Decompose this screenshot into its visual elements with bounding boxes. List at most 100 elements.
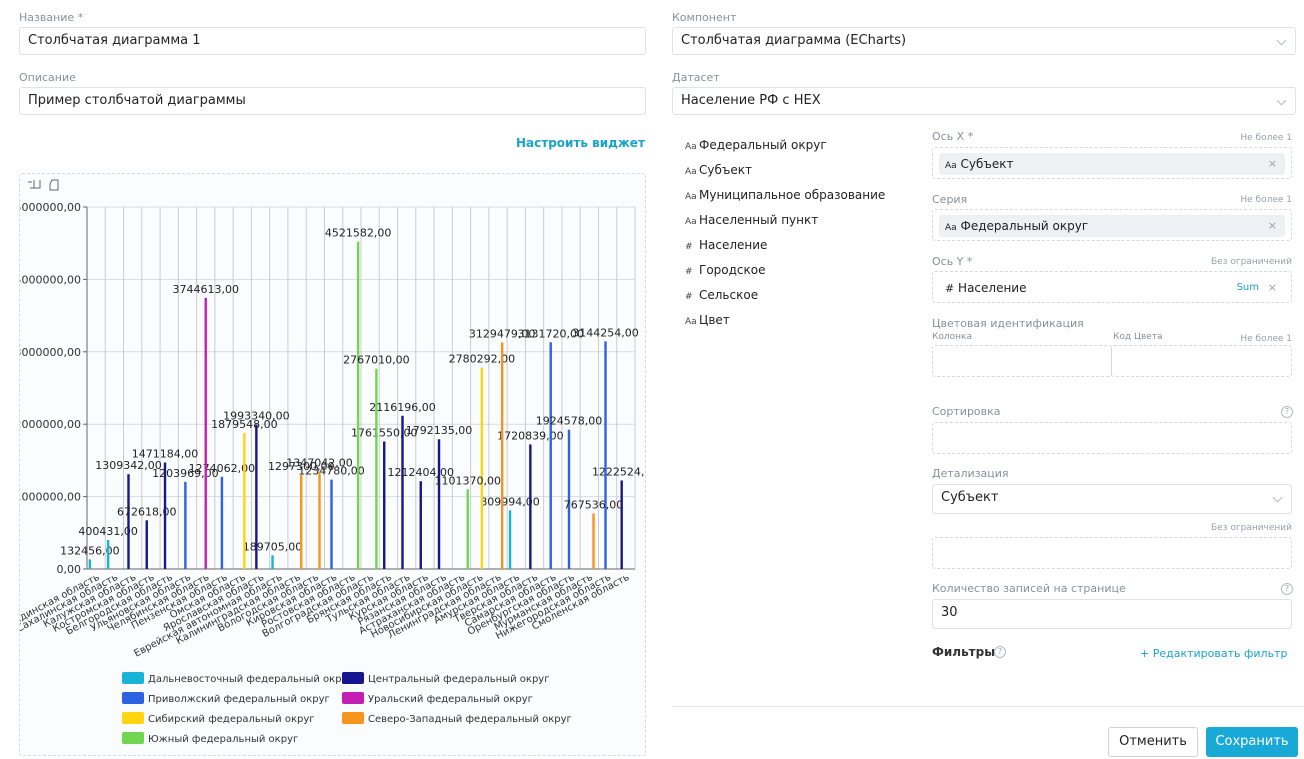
color-column-drop[interactable] bbox=[932, 345, 1112, 377]
value-label: 1222524,0 bbox=[592, 465, 645, 478]
help-icon[interactable]: ? bbox=[1281, 583, 1293, 595]
column-item[interactable]: #Городское bbox=[685, 263, 766, 277]
sorting-drop[interactable] bbox=[932, 422, 1292, 454]
column-item[interactable]: #Сельское bbox=[685, 288, 758, 302]
bar bbox=[604, 341, 606, 569]
bar bbox=[127, 474, 129, 569]
legend-label: Центральный федеральный округ bbox=[368, 674, 549, 685]
bar bbox=[501, 342, 503, 569]
value-label: 189705,00 bbox=[243, 540, 303, 553]
column-name: Населенный пункт bbox=[699, 213, 818, 227]
y-axis-label: Ось Y * bbox=[932, 255, 972, 268]
bar bbox=[467, 489, 469, 569]
legend-swatch bbox=[122, 712, 144, 724]
component-select[interactable]: Столбчатая диаграмма (ECharts) bbox=[672, 27, 1296, 55]
filters-label: Фильтры bbox=[932, 645, 995, 659]
column-name: Федеральный округ bbox=[699, 138, 827, 152]
y-axis-chip[interactable]: # НаселениеSum× bbox=[939, 277, 1285, 299]
legend-swatch bbox=[342, 672, 364, 684]
legend-label: Дальневосточный федеральный округ bbox=[148, 674, 353, 685]
configure-link[interactable]: Настроить виджет bbox=[516, 136, 645, 150]
bar bbox=[592, 513, 594, 569]
chart: 0,001000000,002000000,003000000,00400000… bbox=[20, 174, 645, 755]
bar bbox=[401, 416, 403, 569]
column-item[interactable]: AaНаселенный пункт bbox=[685, 213, 818, 227]
bar bbox=[330, 480, 332, 569]
chart-panel: 0,001000000,002000000,003000000,00400000… bbox=[19, 173, 646, 756]
value-label: 3744613,00 bbox=[172, 283, 238, 296]
value-label: 2780292,00 bbox=[449, 353, 515, 366]
value-label: 767536,00 bbox=[564, 498, 624, 511]
column-name: Субъект bbox=[699, 163, 752, 177]
sorting-label: Сортировка bbox=[932, 405, 1001, 418]
column-name: Цвет bbox=[699, 313, 730, 327]
legend-label: Северо-Западный федеральный округ bbox=[368, 714, 572, 725]
y-axis-drop[interactable]: # НаселениеSum× bbox=[932, 271, 1292, 303]
color-limit: Не более 1 bbox=[1150, 334, 1292, 344]
page-size-label: Количество записей на странице bbox=[932, 582, 1126, 595]
chip-text: Субъект bbox=[961, 157, 1014, 171]
column-type-icon: # bbox=[685, 267, 699, 277]
series-limit: Не более 1 bbox=[1150, 195, 1292, 205]
bar bbox=[529, 444, 531, 569]
column-type-icon: Aa bbox=[685, 192, 699, 202]
legend-swatch bbox=[122, 672, 144, 684]
column-item[interactable]: AaМуниципальное образование bbox=[685, 188, 885, 202]
bar bbox=[146, 520, 148, 569]
y-tick-label: 4000000,00 bbox=[20, 273, 81, 286]
bar bbox=[300, 475, 302, 569]
chart-toolbox[interactable] bbox=[28, 180, 58, 190]
column-item[interactable]: #Население bbox=[685, 238, 767, 252]
bar bbox=[184, 482, 186, 569]
chip-text: Население bbox=[958, 281, 1026, 295]
help-icon[interactable]: ? bbox=[994, 646, 1006, 658]
value-label: 4521582,00 bbox=[325, 227, 391, 240]
aggregation[interactable]: Sum bbox=[1237, 277, 1259, 299]
column-type-icon: Aa bbox=[685, 217, 699, 227]
series-chip[interactable]: Aa Федеральный округ× bbox=[939, 215, 1285, 237]
x-axis-drop[interactable]: Aa Субъект× bbox=[932, 147, 1292, 179]
value-label: 3144254,00 bbox=[572, 326, 638, 339]
bar bbox=[438, 439, 440, 569]
column-name: Сельское bbox=[699, 288, 758, 302]
value-label: 1792135,00 bbox=[406, 424, 472, 437]
cancel-button[interactable]: Отменить bbox=[1108, 727, 1198, 757]
bar bbox=[221, 477, 223, 569]
save-button[interactable]: Сохранить bbox=[1206, 727, 1298, 757]
column-name: Муниципальное образование bbox=[699, 188, 885, 202]
name-input[interactable]: Столбчатая диаграмма 1 bbox=[19, 27, 646, 55]
legend-label: Сибирский федеральный округ bbox=[148, 714, 315, 725]
edit-filter[interactable]: + Редактировать фильтр bbox=[1140, 647, 1287, 660]
x-axis-chip[interactable]: Aa Субъект× bbox=[939, 153, 1285, 175]
detail-value: Субъект bbox=[941, 490, 998, 505]
legend-swatch bbox=[342, 712, 364, 724]
series-drop[interactable]: Aa Федеральный округ× bbox=[932, 209, 1292, 241]
column-item[interactable]: AaФедеральный округ bbox=[685, 138, 827, 152]
y-axis-limit: Без ограничений bbox=[1150, 257, 1292, 267]
detail-select[interactable]: Субъект bbox=[932, 484, 1292, 514]
dataset-value: Население РФ с HEX bbox=[681, 93, 821, 108]
value-label: 1101370,00 bbox=[434, 474, 500, 487]
color-code-drop[interactable] bbox=[1111, 345, 1292, 377]
chip-icon: Aa bbox=[945, 223, 957, 233]
chip-text: Федеральный округ bbox=[961, 219, 1089, 233]
description-input[interactable]: Пример столбчатой диаграммы bbox=[19, 87, 646, 115]
column-type-icon: Aa bbox=[685, 142, 699, 152]
detail-drop[interactable] bbox=[932, 537, 1292, 569]
value-label: 2116196,00 bbox=[369, 401, 435, 414]
page-size-input[interactable]: 30 bbox=[932, 599, 1292, 629]
value-label: 3129479,00 bbox=[469, 327, 535, 340]
column-item[interactable]: AaЦвет bbox=[685, 313, 730, 327]
bar bbox=[383, 441, 385, 569]
dataset-label: Датасет bbox=[672, 71, 720, 84]
bar bbox=[481, 368, 483, 569]
component-label: Компонент bbox=[672, 11, 736, 24]
dataset-select[interactable]: Население РФ с HEX bbox=[672, 87, 1296, 115]
help-icon[interactable]: ? bbox=[1281, 406, 1293, 418]
value-label: 1347042,00 bbox=[286, 456, 352, 469]
column-item[interactable]: AaСубъект bbox=[685, 163, 752, 177]
bar bbox=[318, 471, 320, 569]
value-label: 2767010,00 bbox=[343, 354, 409, 367]
